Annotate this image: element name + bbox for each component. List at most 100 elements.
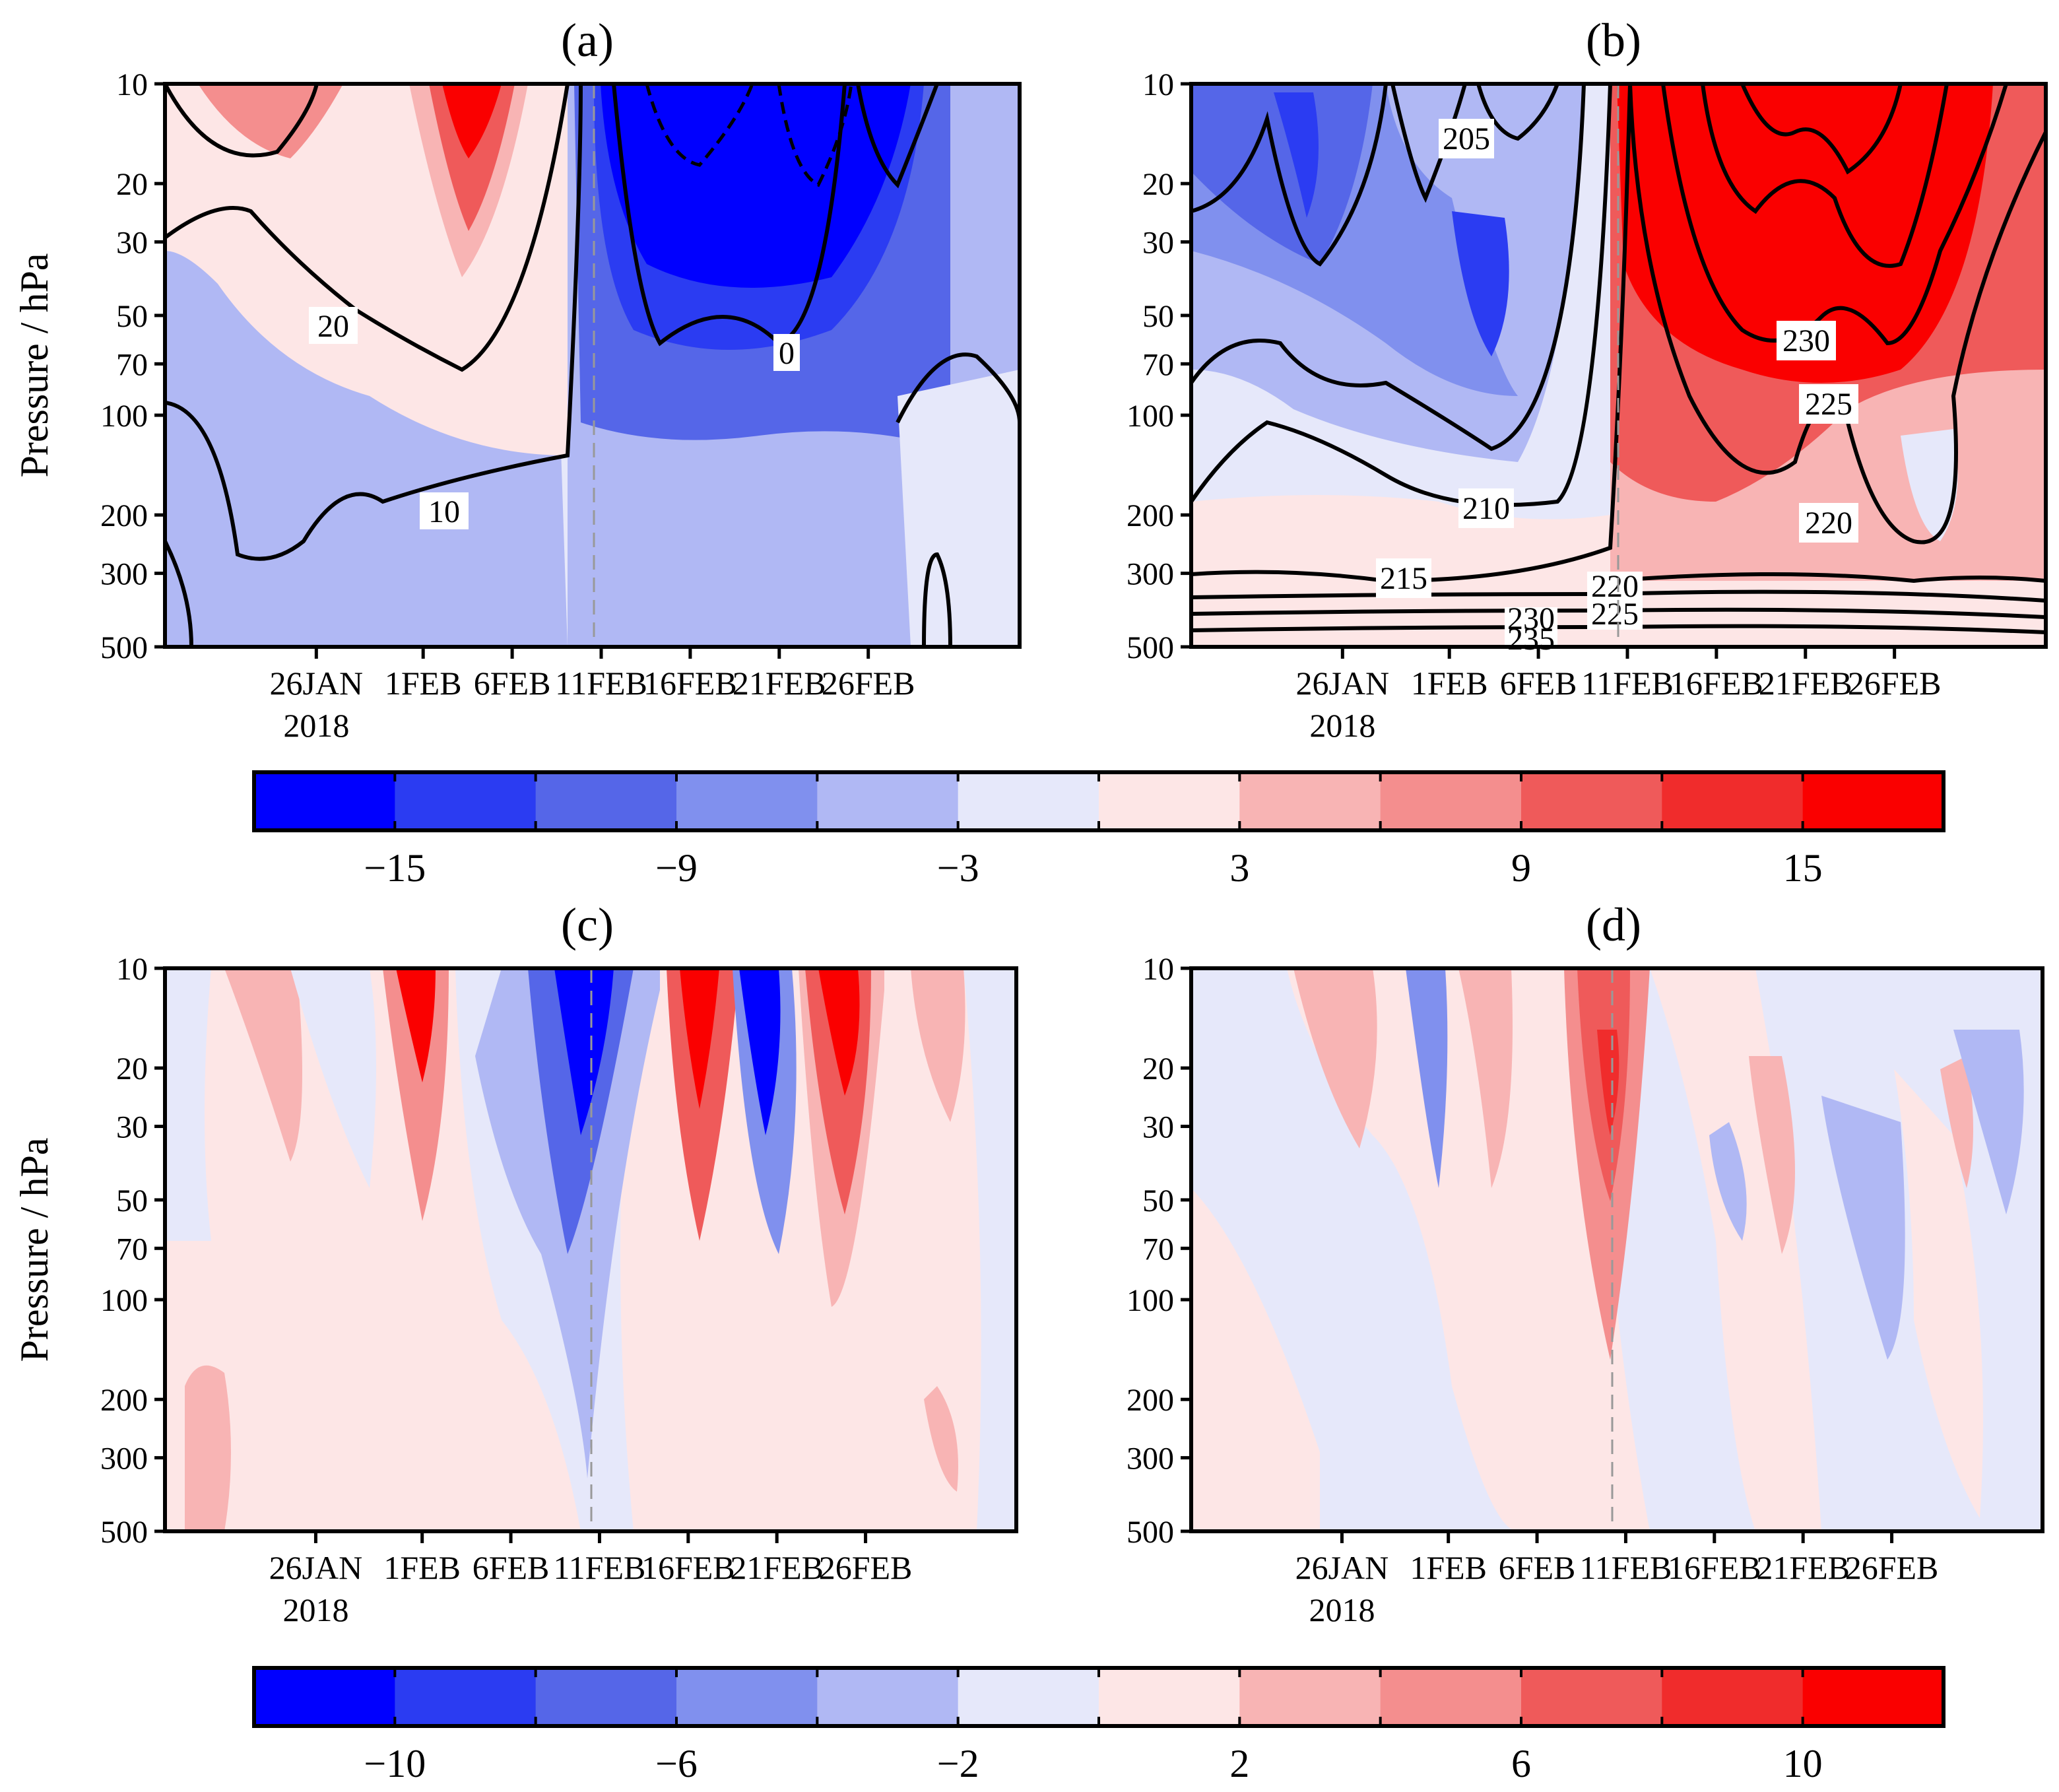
c-blue-band-core <box>554 968 614 1135</box>
x-year-label: 2018 <box>283 707 349 744</box>
y-tick-label: 50 <box>116 299 148 334</box>
colorbar-swatch <box>1521 1668 1662 1726</box>
c-red-band-2-core <box>680 968 719 1109</box>
x-tick-label: 6FEB <box>473 1549 550 1586</box>
b-light-blue-pocket <box>1901 429 1958 541</box>
b-contour-label-9: 230 <box>1507 601 1555 636</box>
b-blue-dark-6feb <box>1452 211 1509 356</box>
x-tick-label: 26FEB <box>1845 1549 1939 1586</box>
x-tick-label: 6FEB <box>1500 665 1577 702</box>
x-tick-label: 11FEB <box>554 1549 646 1586</box>
colorbar-swatch <box>1239 1668 1381 1726</box>
x-tick-label: 26FEB <box>822 665 915 702</box>
x-tick-label: 21FEB <box>733 665 826 702</box>
d-blue-band-1 <box>1406 968 1448 1188</box>
y-tick-label: 200 <box>1127 1383 1174 1418</box>
colorbar-swatch <box>395 1668 537 1726</box>
c-red-band-2 <box>667 968 739 1241</box>
colorbar-label: −3 <box>937 846 979 890</box>
a-contour-neg-1 <box>645 84 754 167</box>
d-pink-band-4 <box>1749 1056 1795 1254</box>
c-pink-bottom-left <box>185 1365 231 1531</box>
colorbar-swatch <box>1380 1668 1522 1726</box>
a-contour-bottom-right <box>922 552 952 647</box>
b-contour-label-bg-4 <box>1587 572 1643 601</box>
a-contour-bottom-left <box>165 540 193 647</box>
colorbar-swatch <box>676 1668 818 1726</box>
colorbar-swatch <box>395 772 537 830</box>
b-contour-235 <box>1740 84 1903 175</box>
x-year-label: 2018 <box>1309 1591 1375 1628</box>
c-pink-bottom-right <box>924 1386 958 1492</box>
a-contour-label-2: 10 <box>428 494 460 529</box>
x-tick-label: 6FEB <box>1499 1549 1576 1586</box>
colorbar-label: 2 <box>1229 1742 1249 1785</box>
b-contour-225 <box>1661 84 2008 346</box>
a-light-bottom-right <box>898 370 1020 647</box>
panel-c: (c) 10 20 30 50 70 100 200 300 500 26JAN <box>13 898 1018 1628</box>
d-pink-bottom-left <box>1191 1188 1320 1531</box>
b-contour-label-bg-2 <box>1458 488 1514 528</box>
colorbar-label: −15 <box>364 846 426 890</box>
y-tick-label: 70 <box>1142 1232 1174 1267</box>
y-tick-label: 500 <box>1127 630 1174 665</box>
a-contour-label-bg-3 <box>773 334 800 371</box>
colorbar-top: −15 −9 −3 3 9 15 <box>252 770 1945 890</box>
panel-c-label: (c) <box>561 898 614 951</box>
c-red-band-3-core <box>818 968 860 1096</box>
colorbar-swatch <box>1099 772 1240 830</box>
y-tick-label: 10 <box>116 67 148 102</box>
colorbar-swatch <box>817 1668 959 1726</box>
x-tick-label: 21FEB <box>730 1549 824 1586</box>
b-contour-230 <box>1701 84 1949 268</box>
x-tick-label: 21FEB <box>1756 1549 1850 1586</box>
colorbar-swatch <box>1662 1668 1804 1726</box>
colorbar-swatch <box>676 772 818 830</box>
b-contour-label-bg-7 <box>1799 384 1858 424</box>
y-tick-label: 30 <box>1142 226 1174 261</box>
d-pink-band-6 <box>1940 1056 1973 1188</box>
colorbar-swatch <box>1380 772 1522 830</box>
panel-a-label: (a) <box>561 14 614 67</box>
x-tick-label: 16FEB <box>643 665 737 702</box>
c-light-blue-left <box>165 968 211 1241</box>
x-tick-label: 26JAN <box>269 1549 363 1586</box>
x-tick-label: 26JAN <box>1295 1549 1389 1586</box>
y-axis-title: Pressure / hPa <box>13 1138 56 1362</box>
d-blue-band-right <box>1953 1030 2024 1214</box>
b-contour-label-bg-6 <box>1777 321 1836 360</box>
b-contour-label-1: 205 <box>1443 121 1490 156</box>
b-contour-205-b <box>1390 84 1467 203</box>
y-tick-label: 20 <box>116 167 148 202</box>
panel-a-field <box>165 84 1020 647</box>
b-contour-label-bg-9 <box>1505 607 1557 634</box>
y-tick-label: 20 <box>1142 1051 1174 1086</box>
c-red-band-1-core <box>396 968 436 1082</box>
colorbar-label: 15 <box>1783 846 1823 890</box>
a-contour-0 <box>612 84 847 347</box>
y-tick-label: 100 <box>100 399 148 434</box>
b-blue-dark-left <box>1274 92 1319 218</box>
a-contour-label-1: 20 <box>317 309 349 344</box>
colorbar-swatch <box>535 1668 677 1726</box>
b-contour-label-7: 225 <box>1805 387 1852 422</box>
y-tick-label: 300 <box>100 1442 148 1477</box>
a-contour-lower-right <box>896 352 1020 424</box>
y-axis-title: Pressure / hPa <box>13 253 56 478</box>
y-tick-label: 50 <box>116 1183 148 1218</box>
x-tick-label: 11FEB <box>1581 665 1674 702</box>
a-contour-label-3: 0 <box>779 336 795 371</box>
y-tick-label: 10 <box>1142 67 1174 102</box>
panel-c-axes: 10 20 30 50 70 100 200 300 500 26JAN 1FEB 6FEB 11FEB… <box>13 952 912 1628</box>
colorbar-swatch <box>1521 772 1662 830</box>
x-tick-label: 26FEB <box>819 1549 913 1586</box>
y-tick-label: 100 <box>1127 1283 1174 1318</box>
x-tick-label: 26JAN <box>1295 665 1389 702</box>
y-tick-label: 20 <box>1142 167 1174 202</box>
a-blue-right-core <box>601 84 911 288</box>
x-tick-label: 11FEB <box>555 665 647 702</box>
panel-b: (b) 205 <box>1127 14 2048 744</box>
d-pink-band-2 <box>1458 968 1513 1188</box>
b-contour-label-3: 215 <box>1380 561 1427 596</box>
colorbar-label: −6 <box>655 1742 698 1785</box>
